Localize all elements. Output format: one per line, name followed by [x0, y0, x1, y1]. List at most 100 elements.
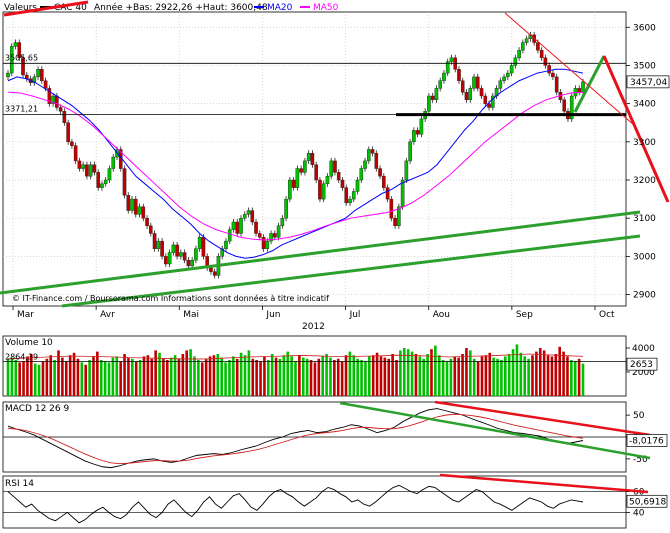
- volume-bar: [461, 354, 464, 396]
- level-label: 3505,65: [5, 53, 38, 62]
- candle-up: [13, 42, 18, 47]
- volume-bar: [402, 348, 406, 396]
- volume-y-label: 4000: [632, 344, 655, 354]
- candle-up: [51, 95, 55, 104]
- candle-down: [21, 57, 25, 76]
- candle-up: [276, 225, 281, 238]
- candle-down: [536, 42, 540, 51]
- candle-up: [103, 179, 108, 185]
- volume-bar: [352, 355, 356, 396]
- candle-up: [434, 88, 439, 101]
- candle-up: [325, 175, 330, 185]
- volume-bar: [298, 355, 301, 396]
- candle-down: [344, 187, 349, 204]
- volume-bar: [465, 348, 468, 396]
- volume-bar: [119, 361, 122, 396]
- macd-last-badge: [626, 434, 668, 447]
- volume-bar: [410, 351, 414, 396]
- y-tick-label: 2900: [633, 291, 656, 301]
- candle-down: [254, 221, 258, 234]
- candle-down: [479, 88, 484, 97]
- volume-bar: [278, 358, 282, 396]
- volume-bar: [437, 355, 441, 396]
- candle-down: [209, 267, 213, 272]
- x-tick-label: Jun: [265, 310, 280, 320]
- volume-bar: [146, 355, 150, 396]
- volume-bar: [267, 360, 270, 396]
- volume-bar: [45, 358, 49, 396]
- volume-bar: [426, 354, 429, 396]
- candle-up: [449, 57, 454, 62]
- volume-bar: [142, 356, 146, 396]
- volume-bar: [22, 361, 25, 396]
- volume-bar: [72, 352, 76, 396]
- volume-y-label: 2000: [632, 368, 655, 378]
- candle-up: [472, 76, 476, 89]
- volume-bar: [131, 358, 134, 396]
- candle-up: [506, 72, 510, 78]
- volume-bar: [457, 357, 460, 396]
- volume-bar: [10, 357, 14, 396]
- volume-bar: [80, 362, 84, 396]
- candle-up: [351, 191, 356, 200]
- candle-down: [554, 76, 559, 93]
- volume-bar: [123, 354, 126, 396]
- candle-down: [186, 259, 191, 267]
- x-tick-label: Mar: [17, 310, 34, 320]
- candle-up: [107, 168, 112, 181]
- candle-up: [502, 76, 506, 81]
- volume-bar: [313, 362, 317, 396]
- candle-down: [318, 179, 322, 200]
- volume-bar: [550, 356, 554, 396]
- candle-up: [194, 248, 198, 261]
- volume-bar: [336, 358, 340, 396]
- candle-up: [359, 168, 364, 181]
- last-price-badge: [626, 75, 670, 89]
- volume-bar: [49, 355, 53, 396]
- candle-up: [227, 229, 232, 242]
- volume-bar: [492, 357, 495, 396]
- rsi-last-label: 50,6918: [629, 497, 666, 507]
- volume-bar: [235, 358, 239, 396]
- candle-up: [438, 80, 442, 89]
- candle-down: [382, 175, 386, 188]
- candle-up: [242, 214, 247, 219]
- candle-up: [509, 65, 514, 74]
- volume-last-label: 2653: [630, 360, 653, 370]
- volume-bar: [197, 360, 200, 396]
- price-panel: [2, 11, 627, 307]
- candle-up: [295, 168, 300, 188]
- volume-bar: [99, 360, 103, 396]
- volume-bar: [301, 357, 305, 396]
- candle-down: [17, 42, 22, 59]
- volume-bar: [364, 361, 367, 396]
- candle-up: [321, 183, 326, 200]
- volume-bar: [270, 354, 274, 396]
- volume-bar: [255, 360, 258, 396]
- candle-up: [6, 72, 10, 78]
- volume-bar: [581, 363, 585, 396]
- volume-bar: [64, 361, 68, 396]
- candle-up: [397, 206, 401, 227]
- volume-bar: [523, 356, 527, 396]
- volume-bar: [430, 349, 433, 396]
- volume-bar: [53, 360, 56, 396]
- volume-bar: [88, 360, 91, 396]
- candle-down: [77, 160, 82, 169]
- candle-down: [577, 88, 582, 93]
- volume-bar: [488, 352, 492, 396]
- candle-up: [419, 118, 424, 135]
- volume-bar: [418, 356, 422, 396]
- volume-bar: [208, 356, 212, 396]
- candle-down: [539, 49, 544, 59]
- candle-up: [408, 141, 412, 162]
- volume-bar: [379, 356, 383, 396]
- candle-down: [291, 179, 296, 188]
- volume-bar: [305, 358, 309, 396]
- volume-bar: [14, 360, 18, 396]
- candle-down: [314, 164, 318, 181]
- volume-bar: [282, 355, 286, 396]
- volume-bar: [325, 354, 328, 396]
- candle-up: [412, 130, 416, 143]
